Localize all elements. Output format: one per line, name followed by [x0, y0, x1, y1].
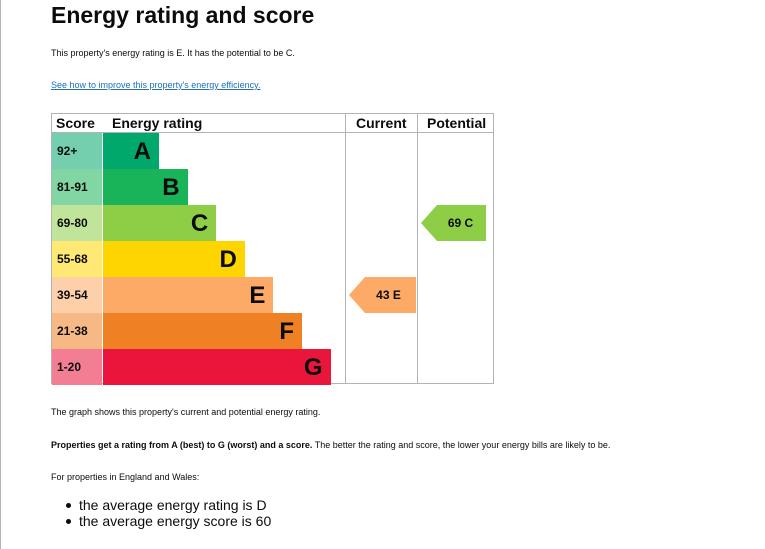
- rating-letter-d: D: [219, 246, 237, 273]
- rating-band-a: A: [103, 133, 159, 169]
- rating-band-c: C: [103, 205, 217, 241]
- header-current: Current: [356, 115, 407, 131]
- chart-potential-divider: [417, 113, 418, 384]
- averages-list: the average energy rating is D the avera…: [51, 497, 271, 529]
- improve-link-row: See how to improve this property's energ…: [51, 80, 261, 91]
- header-energy-rating: Energy rating: [112, 115, 203, 131]
- score-range-a: 92+: [52, 133, 102, 169]
- score-range-b: 81-91: [52, 169, 102, 205]
- rating-letter-b: B: [162, 174, 180, 201]
- improve-efficiency-link[interactable]: See how to improve this property's energ…: [51, 80, 261, 90]
- score-range-e: 39-54: [52, 277, 102, 313]
- rating-letter-f: F: [279, 318, 294, 345]
- score-range-f: 21-38: [52, 313, 102, 349]
- page-title: Energy rating and score: [51, 2, 315, 28]
- chart-header-divider: [51, 132, 494, 133]
- intro-text: This property's energy rating is E. It h…: [51, 48, 295, 58]
- rating-band-b: B: [103, 169, 188, 205]
- graph-note: The graph shows this property's current …: [51, 407, 321, 417]
- score-range-d: 55-68: [52, 241, 102, 277]
- average-rating-item: the average energy rating is D: [51, 497, 271, 513]
- rating-band-e: E: [103, 277, 274, 313]
- chart-left-border: [51, 113, 52, 384]
- potential-arrow-shape: [421, 205, 486, 241]
- potential-rating-label: 69 C: [447, 216, 474, 230]
- rating-letter-c: C: [190, 210, 209, 237]
- potential-rating-arrow: 69 C: [421, 205, 488, 241]
- rating-letter-g: G: [303, 354, 323, 381]
- current-rating-label: 43 E: [376, 288, 401, 302]
- ratings-explanation-rest: The better the rating and score, the low…: [312, 440, 611, 450]
- ratings-explanation-bold: Properties get a rating from A (best) to…: [51, 440, 313, 450]
- rating-band-f: F: [103, 313, 302, 349]
- chart-current-divider: [345, 113, 346, 384]
- average-score-item: the average energy score is 60: [51, 513, 271, 529]
- current-arrow-shape: [349, 277, 416, 313]
- header-score: Score: [56, 115, 95, 131]
- energy-rating-chart: Score Energy rating Current Potential 92…: [51, 113, 494, 385]
- rating-band-g: G: [103, 349, 331, 385]
- rating-letter-a: A: [133, 138, 151, 165]
- score-range-g: 1-20: [52, 349, 102, 385]
- ratings-explanation: Properties get a rating from A (best) to…: [51, 440, 610, 451]
- rating-band-d: D: [103, 241, 245, 277]
- chart-right-border: [493, 113, 494, 384]
- england-wales-text: For properties in England and Wales:: [51, 472, 200, 482]
- page-left-border: [0, 0, 1, 549]
- header-potential: Potential: [427, 115, 487, 131]
- current-rating-arrow: 43 E: [349, 277, 416, 313]
- rating-letter-e: E: [249, 282, 266, 309]
- chart-top-border: [51, 113, 494, 114]
- score-range-c: 69-80: [52, 205, 102, 241]
